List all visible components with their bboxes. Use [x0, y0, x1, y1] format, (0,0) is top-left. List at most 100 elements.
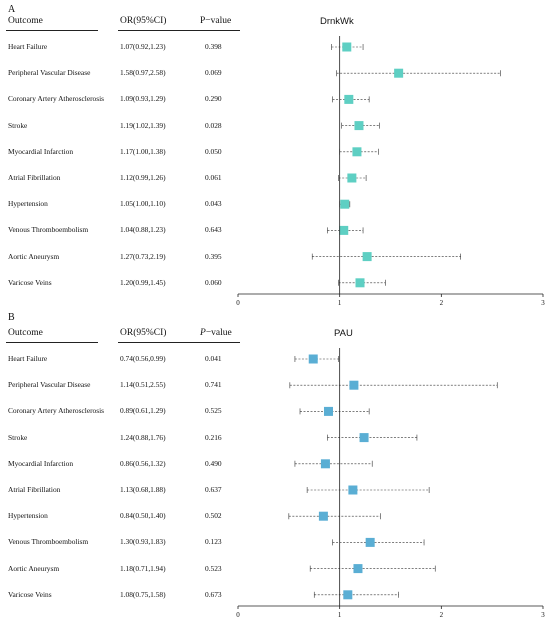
- series-name: DrnkWk: [320, 16, 354, 27]
- row-p: 0.216: [205, 432, 222, 442]
- p-suffix: −value: [205, 16, 232, 26]
- row-outcome: Aortic Aneurysm: [8, 563, 60, 573]
- row-p: 0.643: [205, 225, 222, 235]
- header-underline-outcome: [6, 342, 98, 343]
- or-marker: [362, 252, 372, 262]
- row-outcome: Peripheral Vascular Disease: [8, 380, 91, 390]
- or-marker: [340, 199, 350, 209]
- row-or: 1.58(0.97,2.58): [120, 68, 166, 78]
- row-or: 1.27(0.73,2.19): [120, 251, 166, 261]
- row-p: 0.028: [205, 120, 222, 130]
- x-tick-label: 0: [236, 611, 240, 619]
- row-outcome: Atrial Fibrillation: [8, 173, 61, 182]
- row-p: 0.490: [205, 458, 222, 468]
- or-marker: [354, 121, 364, 131]
- panel-letter: B: [8, 312, 15, 323]
- row-p: 0.041: [205, 354, 222, 363]
- or-header: OR(95%CI): [120, 328, 167, 338]
- or-marker: [365, 537, 375, 547]
- x-tick-label: 2: [440, 299, 444, 307]
- p-value-header: P−value: [200, 16, 231, 26]
- row-or: 1.08(0.75,1.58): [120, 589, 166, 599]
- row-p: 0.069: [205, 68, 222, 78]
- row-outcome: Atrial Fibrillation: [8, 485, 61, 494]
- row-or: 1.13(0.68,1.88): [120, 485, 166, 494]
- or-marker: [349, 380, 359, 390]
- row-outcome: Heart Failure: [8, 354, 48, 363]
- row-or: 1.24(0.88,1.76): [120, 432, 166, 442]
- row-outcome: Hypertension: [8, 199, 48, 209]
- header-underline-stats: [118, 342, 240, 343]
- forest-plot-b: 0 1 2 3: [236, 348, 545, 619]
- row-outcome: Stroke: [8, 120, 28, 130]
- forest-panel-a: A Outcome OR(95%CI) P−value DrnkWk Heart…: [6, 4, 545, 307]
- forest-panel-b: B Outcome OR(95%CI) P−value PAU Heart Fa…: [0, 312, 550, 624]
- row-or: 1.18(0.71,1.94): [120, 563, 166, 573]
- outcome-header: Outcome: [8, 328, 43, 338]
- row-p: 0.123: [205, 537, 222, 547]
- or-marker: [347, 173, 357, 183]
- or-marker: [323, 406, 333, 416]
- row-or: 1.04(0.88,1.23): [120, 225, 166, 235]
- x-tick-label: 3: [541, 611, 545, 619]
- header-underline-stats: [118, 30, 240, 31]
- row-p: 0.398: [205, 42, 222, 51]
- row-p: 0.050: [205, 146, 222, 156]
- forest-plot-a: 0 1 2 3: [236, 36, 545, 307]
- row-or: 0.86(0.56,1.32): [120, 458, 166, 468]
- row-outcome: Venous Thromboembolism: [8, 225, 89, 235]
- p-prefix: P: [200, 16, 206, 26]
- row-p: 0.673: [205, 589, 222, 599]
- row-or: 1.20(0.99,1.45): [120, 277, 166, 287]
- x-tick-label: 1: [338, 611, 342, 619]
- row-outcome: Myocardial Infarction: [8, 458, 74, 468]
- row-outcome: Peripheral Vascular Disease: [8, 68, 91, 78]
- panel-letter: A: [8, 4, 16, 15]
- row-outcome: Hypertension: [8, 511, 48, 521]
- row-or: 0.89(0.61,1.29): [120, 406, 166, 416]
- row-outcome: Myocardial Infarction: [8, 146, 74, 156]
- row-outcome: Coronary Artery Atherosclerosis: [8, 406, 105, 416]
- row-p: 0.395: [205, 251, 222, 261]
- row-p: 0.741: [205, 380, 222, 390]
- or-marker: [348, 485, 358, 495]
- row-or: 0.84(0.50,1.40): [120, 511, 166, 521]
- or-marker: [353, 564, 363, 574]
- row-or: 1.07(0.92,1.23): [120, 42, 166, 51]
- or-marker: [343, 590, 353, 600]
- or-marker: [342, 42, 352, 52]
- row-p: 0.523: [205, 563, 222, 573]
- or-marker: [394, 68, 404, 78]
- or-marker: [308, 354, 318, 364]
- or-marker: [359, 433, 369, 443]
- or-marker: [318, 511, 328, 521]
- row-or: 1.05(1.00,1.10): [120, 199, 166, 209]
- row-outcome: Aortic Aneurysm: [8, 251, 60, 261]
- outcome-header: Outcome: [8, 16, 43, 26]
- row-p: 0.043: [205, 199, 222, 209]
- x-tick-label: 3: [541, 299, 545, 307]
- row-or: 1.09(0.93,1.29): [120, 94, 166, 104]
- row-outcome: Heart Failure: [8, 42, 48, 51]
- row-or: 1.12(0.99,1.26): [120, 173, 166, 182]
- or-marker: [352, 147, 362, 157]
- row-or: 1.30(0.93,1.83): [120, 537, 166, 547]
- row-outcome: Varicose Veins: [8, 589, 52, 599]
- row-p: 0.502: [205, 511, 222, 521]
- or-marker: [320, 459, 330, 469]
- row-outcome: Coronary Artery Atherosclerosis: [8, 94, 105, 104]
- p-value-header: P−value: [200, 328, 232, 338]
- row-p: 0.637: [205, 485, 222, 494]
- row-outcome: Stroke: [8, 432, 28, 442]
- p-suffix: −value: [205, 328, 232, 338]
- or-marker: [339, 225, 349, 235]
- p-prefix: P: [200, 328, 206, 338]
- row-or: 1.19(1.02,1.39): [120, 120, 166, 130]
- x-tick-label: 0: [236, 299, 240, 307]
- x-tick-label: 2: [440, 611, 444, 619]
- row-outcome: Varicose Veins: [8, 277, 52, 287]
- row-p: 0.061: [205, 173, 222, 182]
- header-underline-outcome: [6, 30, 98, 31]
- x-tick-label: 1: [338, 299, 342, 307]
- row-p: 0.525: [205, 406, 222, 416]
